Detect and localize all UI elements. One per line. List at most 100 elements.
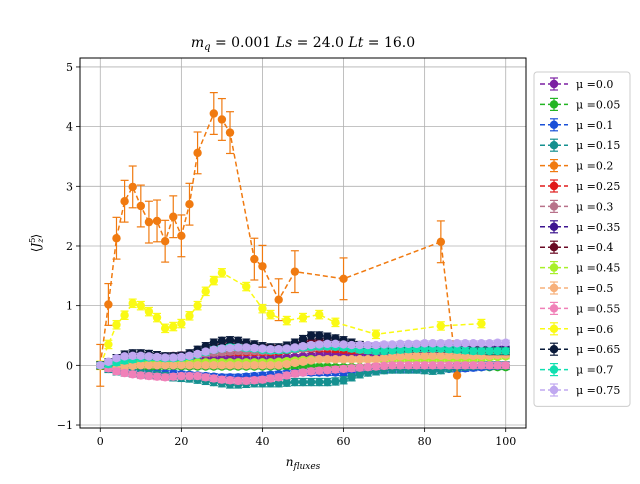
data-point xyxy=(225,343,235,353)
legend-item: μ =0.15 xyxy=(540,138,620,152)
legend-label: μ =0.15 xyxy=(576,139,620,152)
data-point xyxy=(331,377,340,386)
legend-marker xyxy=(549,202,559,211)
data-point xyxy=(339,274,348,284)
data-point xyxy=(169,353,178,362)
data-point xyxy=(177,361,186,370)
data-point xyxy=(152,216,162,226)
data-point xyxy=(144,307,154,316)
data-point xyxy=(315,377,324,387)
legend-marker xyxy=(549,243,559,252)
data-point xyxy=(266,374,275,383)
data-point xyxy=(112,320,121,329)
data-point xyxy=(388,340,397,349)
data-point xyxy=(136,361,146,370)
data-point xyxy=(452,351,462,360)
data-point xyxy=(315,340,324,349)
data-point xyxy=(185,371,194,381)
data-point xyxy=(306,331,316,340)
data-point xyxy=(160,353,170,362)
legend-item: μ =0.7 xyxy=(540,363,613,377)
data-point xyxy=(452,371,462,380)
data-point xyxy=(355,370,364,379)
data-point xyxy=(128,351,137,360)
legend: μ =0.0 μ =0.05 μ =0.1 μ =0.15 μ =0.2 μ =0.25 μ… xyxy=(533,71,631,407)
data-point xyxy=(347,373,356,382)
chart-title: mq = 0.001 Ls = 24.0 Lt = 16.0 xyxy=(191,35,415,53)
data-point xyxy=(104,340,113,349)
data-point xyxy=(298,342,308,351)
data-point xyxy=(379,361,389,371)
data-point xyxy=(152,313,162,322)
data-point xyxy=(136,301,146,310)
data-point xyxy=(274,373,283,382)
data-point xyxy=(217,115,227,124)
data-point xyxy=(477,339,486,348)
data-point xyxy=(120,352,129,361)
series-0.5 xyxy=(96,350,510,372)
data-point xyxy=(274,361,283,370)
data-point xyxy=(363,340,373,350)
data-point xyxy=(112,367,121,376)
data-point xyxy=(396,361,405,370)
legend-item: μ =0.6 xyxy=(540,322,613,336)
data-point xyxy=(379,340,389,349)
legend-marker xyxy=(549,304,559,313)
data-point xyxy=(274,379,283,388)
data-point xyxy=(209,361,218,370)
data-point xyxy=(282,359,291,369)
data-point xyxy=(120,362,129,371)
data-point xyxy=(371,355,381,364)
data-point xyxy=(339,376,348,385)
data-point xyxy=(233,343,243,352)
data-point xyxy=(444,345,454,354)
x-tick-label: 0 xyxy=(97,435,104,448)
legend-label: μ =0.05 xyxy=(576,98,620,111)
data-point xyxy=(274,295,283,304)
data-point xyxy=(201,373,210,382)
data-point xyxy=(282,371,291,380)
legend-marker xyxy=(549,161,559,170)
data-point xyxy=(388,346,397,355)
series-layer xyxy=(96,92,510,397)
data-point xyxy=(460,346,470,355)
data-point xyxy=(120,197,129,206)
data-point xyxy=(477,319,486,328)
data-point xyxy=(242,376,251,386)
data-point xyxy=(323,332,332,341)
data-point xyxy=(493,346,502,356)
data-point xyxy=(128,299,137,308)
data-point xyxy=(217,361,227,370)
data-point xyxy=(315,331,324,340)
legend-marker xyxy=(549,222,559,231)
data-point xyxy=(144,361,154,370)
legend-marker xyxy=(549,345,559,354)
data-point xyxy=(233,376,243,386)
series-0.55 xyxy=(96,361,510,386)
data-point xyxy=(250,343,259,353)
x-tick-label: 40 xyxy=(255,435,269,448)
data-point xyxy=(169,361,178,370)
data-point xyxy=(452,339,462,348)
data-point xyxy=(428,361,437,370)
legend-marker xyxy=(549,141,559,150)
data-point xyxy=(363,355,373,364)
data-point xyxy=(485,339,494,348)
data-point xyxy=(225,361,235,370)
data-point xyxy=(193,371,202,381)
x-tick-label: 80 xyxy=(418,435,432,448)
legend-item: μ =0.5 xyxy=(540,281,613,295)
data-point xyxy=(323,355,332,364)
y-tick-label: 0 xyxy=(66,359,73,372)
series-0.75 xyxy=(96,338,510,370)
data-point xyxy=(347,364,356,373)
data-point xyxy=(225,128,235,137)
data-point xyxy=(493,361,502,370)
series-0.6 xyxy=(96,268,486,371)
data-point xyxy=(493,338,502,347)
legend-marker xyxy=(549,263,559,272)
plot-frame xyxy=(79,57,527,429)
data-point xyxy=(169,212,178,221)
data-point xyxy=(266,345,275,354)
